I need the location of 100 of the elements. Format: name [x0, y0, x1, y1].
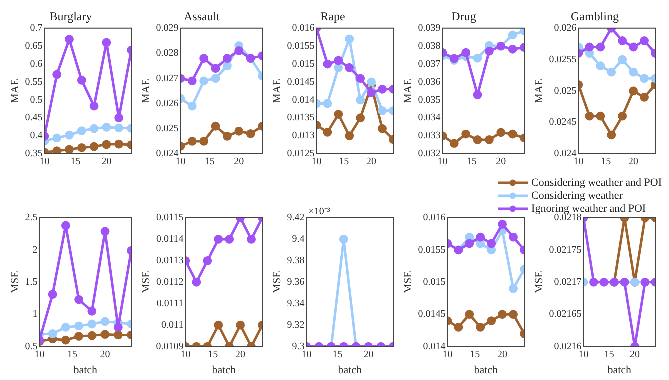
point [509, 232, 518, 242]
y-tick-label: 1.5 [25, 277, 38, 288]
y-tick-label: 0.038 [418, 40, 441, 52]
y-tick-label: 0.016 [423, 212, 446, 224]
point [222, 54, 232, 63]
y-axis-title: MSE [9, 270, 22, 294]
chart-title: Rape [320, 9, 346, 24]
point [509, 310, 518, 320]
y-tick-label: 9.38 [287, 256, 305, 267]
y-tick-label: 9.4 [292, 234, 305, 246]
y-tick-label: 2.5 [25, 212, 38, 224]
x-tick-label: 20 [628, 156, 639, 168]
point [356, 96, 366, 105]
x-tick-label: 15 [470, 349, 480, 360]
point [585, 42, 594, 52]
y-axis-title: MAE [140, 78, 152, 104]
y-tick-label: 0.0155 [287, 40, 315, 52]
y-tick-label: 9.34 [287, 298, 305, 310]
legend-label: Considering weather and POI [532, 176, 662, 188]
point [378, 106, 387, 116]
y-tick-label: 0.025 [156, 124, 179, 135]
point [629, 42, 638, 52]
point [52, 134, 62, 143]
point [596, 42, 606, 52]
point [473, 54, 482, 63]
point [114, 330, 123, 340]
y-tick-label: 0.6 [30, 58, 43, 70]
x-tick-label: 20 [234, 156, 244, 168]
point [508, 44, 518, 54]
point [367, 88, 376, 98]
x-axis-title: batch [74, 364, 98, 376]
point [100, 227, 110, 236]
y-tick-label: 0.0217 [554, 277, 582, 288]
x-tick-label: 10 [574, 156, 584, 168]
point [585, 112, 594, 121]
x-tick-label: 20 [366, 156, 377, 168]
y-tick-label: 0.015 [292, 58, 315, 70]
y-tick-label: 0.034 [418, 112, 441, 124]
point [234, 46, 244, 56]
y-tick-label: 0.0115 [156, 212, 184, 224]
point [323, 128, 332, 137]
point [367, 78, 376, 87]
point [61, 323, 70, 332]
x-tick-label: 15 [339, 156, 350, 168]
point [90, 102, 99, 111]
x-tick-label: 20 [102, 156, 112, 168]
point [77, 143, 86, 152]
y-tick-label: 0.0155 [418, 244, 446, 256]
y-tick-label: 0.0113 [156, 256, 184, 267]
y-tick-label: 0.02165 [549, 309, 582, 320]
point [247, 235, 256, 244]
point [487, 239, 496, 248]
point [378, 124, 387, 134]
y-tick-label: 0.5 [30, 94, 43, 106]
point [211, 122, 220, 131]
point [188, 102, 197, 111]
point [629, 86, 638, 96]
x-tick-label: 20 [100, 349, 110, 360]
y-tick-label: 0.025 [554, 86, 577, 97]
x-tick-label: 15 [604, 349, 614, 360]
point [88, 306, 97, 316]
point [508, 30, 518, 40]
point [203, 256, 212, 266]
point [629, 68, 638, 77]
y-tick-label: 0.0145 [418, 309, 446, 320]
y-tick-label: 9.36 [287, 277, 305, 288]
point [192, 278, 202, 287]
y-axis-title: MAE [271, 78, 284, 104]
point [323, 60, 332, 69]
y-tick-label: 0.037 [418, 58, 441, 70]
point [61, 336, 70, 345]
point [114, 140, 124, 149]
point [188, 76, 197, 86]
point [323, 99, 332, 108]
y-tick-label: 9.32 [287, 320, 305, 331]
point [600, 278, 609, 287]
point [462, 130, 471, 139]
point [77, 126, 86, 136]
y-tick-label: 0.015 [423, 277, 446, 288]
point [596, 112, 606, 121]
point [345, 132, 354, 141]
y-tick-label: 0.0135 [287, 112, 315, 124]
point [65, 130, 74, 140]
y-tick-label: 0.039 [418, 23, 441, 34]
y-tick-label: 0.65 [25, 40, 43, 52]
point [65, 35, 74, 44]
x-tick-label: 10 [40, 156, 50, 168]
point [356, 114, 366, 123]
x-tick-label: 20 [498, 349, 508, 360]
point [100, 317, 110, 326]
y-axis-title: MSE [140, 270, 152, 294]
legend-label: Considering weather [532, 190, 623, 202]
point [618, 112, 628, 121]
point [640, 36, 649, 46]
point [74, 295, 84, 304]
point [345, 34, 354, 44]
point [450, 139, 459, 148]
point [476, 323, 486, 332]
y-axis-title: MAE [402, 78, 414, 104]
point [74, 332, 84, 341]
